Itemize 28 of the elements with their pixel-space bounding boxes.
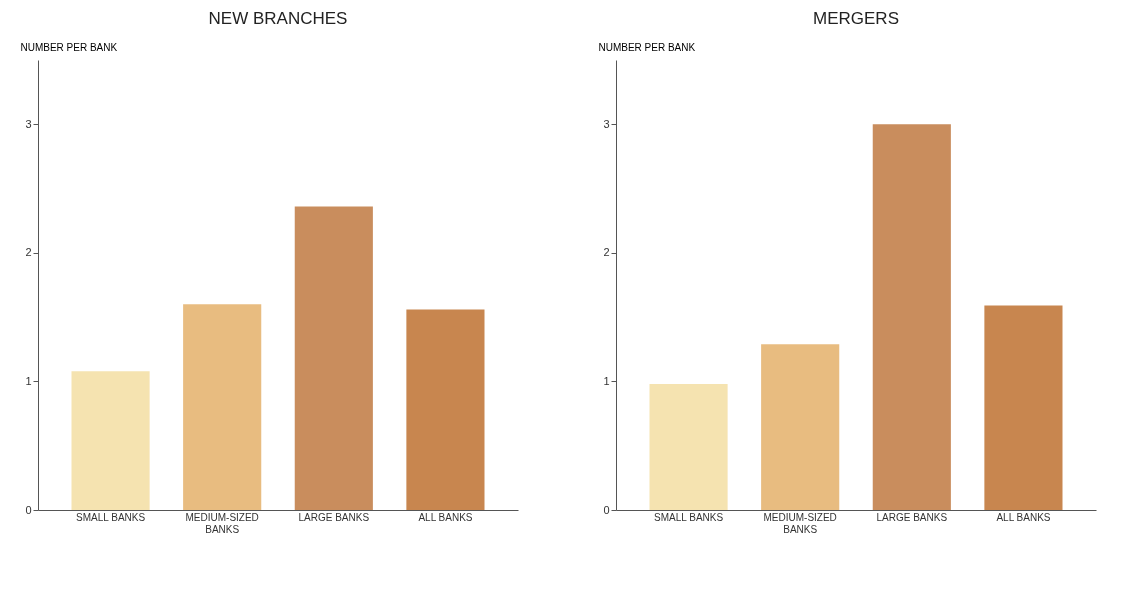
x-tick-label: ALL BANKS (418, 511, 473, 523)
x-tick-label: ALL BANKS (996, 511, 1051, 523)
chart-title: NEW BRANCHES (208, 9, 348, 28)
bar (406, 309, 485, 510)
x-tick-label: LARGE BANKS (298, 511, 370, 523)
x-tick-label: MEDIUM-SIZED BANKS (185, 511, 259, 535)
y-tick-label: 3 (25, 117, 32, 130)
x-tick-label: SMALL BANKS (654, 511, 724, 523)
y-tick-label: 2 (603, 246, 610, 259)
y-tick-label: 3 (603, 117, 610, 130)
bar (761, 344, 840, 510)
y-axis-title: NUMBER PER BANK (20, 41, 118, 53)
y-tick-label: 1 (25, 374, 32, 387)
bar (649, 384, 728, 510)
bar (71, 371, 150, 510)
y-tick-label: 1 (603, 374, 610, 387)
y-tick-label: 0 (603, 503, 610, 516)
bar (872, 124, 951, 510)
y-axis-title: NUMBER PER BANK (598, 41, 696, 53)
bar (183, 304, 262, 510)
x-tick-label: SMALL BANKS (76, 511, 146, 523)
chart-title: MERGERS (813, 9, 899, 28)
bar (294, 206, 373, 510)
y-tick-label: 2 (25, 246, 32, 259)
x-tick-label: MEDIUM-SIZED BANKS (763, 511, 837, 535)
y-tick-label: 0 (25, 503, 32, 516)
bar (984, 305, 1063, 510)
x-tick-label: LARGE BANKS (876, 511, 948, 523)
